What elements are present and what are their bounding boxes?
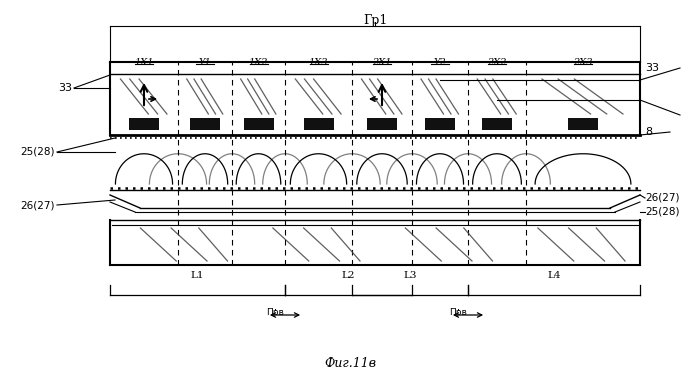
- Text: L4: L4: [547, 271, 561, 280]
- Text: 2X1: 2X1: [372, 58, 392, 67]
- Text: 33: 33: [58, 83, 72, 93]
- Text: 2X2: 2X2: [487, 58, 507, 67]
- Bar: [425, 118, 455, 130]
- Text: Прв: Прв: [449, 308, 467, 317]
- Bar: [304, 118, 333, 130]
- Text: Y1: Y1: [199, 58, 211, 67]
- Text: 1X2: 1X2: [248, 58, 268, 67]
- Text: L1: L1: [190, 271, 204, 280]
- Bar: [190, 118, 220, 130]
- Text: 33: 33: [645, 63, 659, 73]
- Text: L3: L3: [403, 271, 416, 280]
- Text: Прв: Прв: [266, 308, 284, 317]
- Bar: [482, 118, 512, 130]
- Bar: [244, 118, 274, 130]
- Bar: [568, 118, 598, 130]
- Bar: [129, 118, 159, 130]
- Text: 25(28): 25(28): [20, 147, 55, 157]
- Text: Фиг.11в: Фиг.11в: [324, 357, 376, 369]
- Text: L2: L2: [342, 271, 355, 280]
- Text: 26(27): 26(27): [20, 200, 55, 210]
- Bar: [367, 118, 397, 130]
- Text: 1X3: 1X3: [309, 58, 328, 67]
- Text: 2X3: 2X3: [573, 58, 593, 67]
- Text: Гр1: Гр1: [363, 14, 387, 27]
- Text: 8: 8: [645, 127, 652, 137]
- Text: 26(27): 26(27): [645, 193, 680, 203]
- Text: Y2: Y2: [433, 58, 447, 67]
- Text: 1X1: 1X1: [134, 58, 154, 67]
- Text: 25(28): 25(28): [645, 207, 680, 217]
